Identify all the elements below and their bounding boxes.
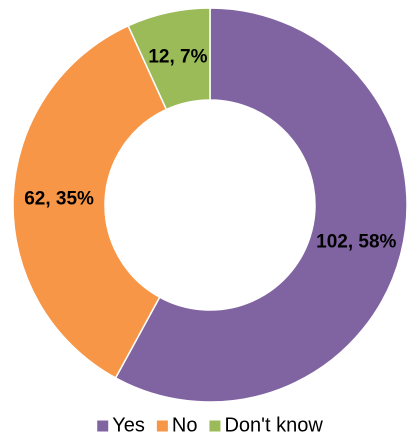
data-label: 12, 7%: [148, 46, 207, 67]
legend-swatch: [209, 420, 221, 432]
legend-label: No: [172, 414, 198, 436]
legend-swatch: [97, 420, 109, 432]
donut-slice: [114, 7, 408, 403]
legend-swatch: [156, 420, 168, 432]
data-label: 102, 58%: [316, 231, 396, 252]
legend-label: Don't know: [224, 414, 323, 436]
donut-slice: [12, 24, 168, 379]
donut-slice: [127, 7, 211, 111]
legend-label: Yes: [112, 414, 145, 436]
data-label: 62, 35%: [24, 189, 94, 210]
